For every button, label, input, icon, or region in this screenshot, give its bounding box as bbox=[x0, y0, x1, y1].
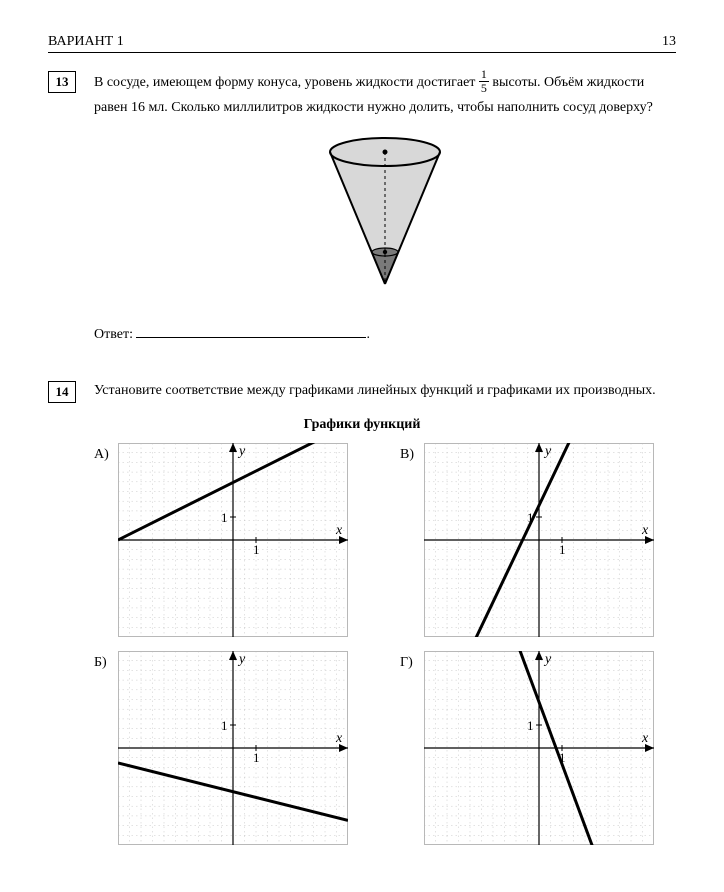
problem-14-body: Установите соответствие между графиками … bbox=[94, 379, 676, 403]
problem-number-14: 14 bbox=[48, 381, 76, 403]
svg-text:1: 1 bbox=[221, 510, 228, 525]
svg-text:x: x bbox=[641, 731, 649, 746]
chart-cell: Б) 1 1 x y bbox=[94, 651, 370, 845]
svg-text:x: x bbox=[335, 523, 343, 538]
problem-number-13: 13 bbox=[48, 71, 76, 93]
svg-text:1: 1 bbox=[253, 750, 260, 765]
charts-grid: А)11xyВ)11xyБ)11xyГ)11xy bbox=[94, 443, 676, 845]
svg-text:y: y bbox=[543, 444, 552, 459]
section-title: Графики функций bbox=[48, 417, 676, 433]
p13-fraction: 1 5 bbox=[479, 68, 489, 95]
header-variant: ВАРИАНТ 1 bbox=[48, 34, 124, 50]
chart-cell: Г)11xy bbox=[400, 651, 676, 845]
p13-text-a: В сосуде, имеющем форму конуса, уровень … bbox=[94, 75, 475, 90]
p14-text: Установите соответствие между графиками … bbox=[94, 383, 656, 398]
svg-text:1: 1 bbox=[253, 542, 260, 557]
problem-14: 14 Установите соответствие между графика… bbox=[48, 379, 676, 403]
problem-13: 13 В сосуде, имеющем форму конуса, урове… bbox=[48, 69, 676, 365]
chart-label: В) bbox=[400, 443, 424, 463]
chart-cell: В)11xy bbox=[400, 443, 676, 637]
svg-text:1: 1 bbox=[527, 718, 534, 733]
answer-blank bbox=[136, 324, 366, 338]
svg-text:x: x bbox=[641, 523, 649, 538]
frac-bot: 5 bbox=[479, 82, 489, 95]
cone-diagram bbox=[310, 134, 460, 294]
svg-text:1: 1 bbox=[559, 542, 566, 557]
answer-13: Ответ: . bbox=[94, 323, 676, 347]
chart-cell: А) 1 1 x y bbox=[94, 443, 370, 637]
svg-text:y: y bbox=[237, 444, 246, 459]
chart-label: Г) bbox=[400, 651, 424, 671]
header-page: 13 bbox=[662, 34, 676, 50]
chart-label: А) bbox=[94, 443, 118, 463]
svg-text:y: y bbox=[543, 652, 552, 667]
svg-text:1: 1 bbox=[221, 718, 228, 733]
function-graph: 1 1 x y bbox=[118, 443, 348, 637]
problem-13-body: В сосуде, имеющем форму конуса, уровень … bbox=[94, 69, 676, 365]
svg-text:x: x bbox=[335, 731, 343, 746]
chart-label: Б) bbox=[94, 651, 118, 671]
p13-text-b: высоты. bbox=[492, 75, 540, 90]
function-graph: 1 1 x y bbox=[118, 651, 348, 845]
svg-text:y: y bbox=[237, 652, 246, 667]
frac-top: 1 bbox=[479, 68, 489, 82]
answer-label: Ответ: bbox=[94, 327, 133, 342]
function-graph: 11xy bbox=[424, 443, 654, 637]
function-graph: 11xy bbox=[424, 651, 654, 845]
